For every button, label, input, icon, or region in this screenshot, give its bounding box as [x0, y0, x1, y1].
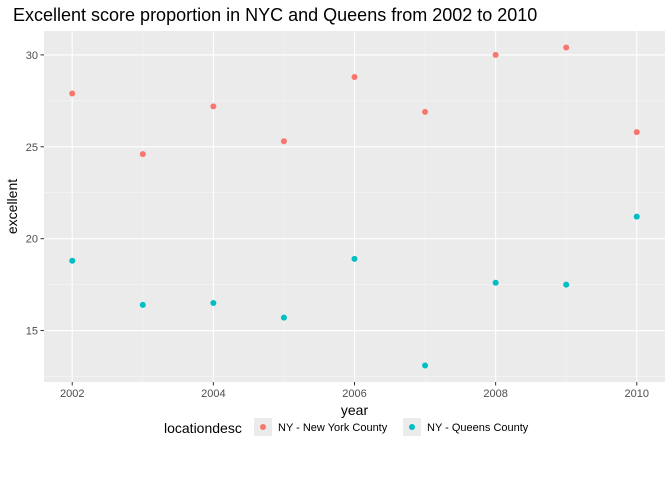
legend-label: NY - New York County: [278, 422, 388, 434]
x-tick-label: 2002: [60, 388, 84, 400]
data-point: [492, 279, 499, 286]
y-tick-label: 30: [26, 50, 38, 62]
data-point: [422, 108, 429, 115]
data-point: [422, 362, 429, 369]
data-point: [563, 281, 570, 288]
x-tick-label: 2006: [342, 388, 366, 400]
legend-key-point: [260, 424, 266, 430]
data-point: [633, 213, 640, 220]
y-tick-label: 20: [26, 234, 38, 246]
data-point: [633, 129, 640, 136]
y-axis-title: excellent: [4, 179, 20, 234]
legend-label: NY - Queens County: [427, 422, 529, 434]
y-tick-label: 25: [26, 142, 38, 154]
data-point: [69, 90, 76, 97]
data-point: [139, 301, 146, 308]
chart-title: Excellent score proportion in NYC and Qu…: [13, 5, 537, 25]
legend-key-point: [409, 424, 415, 430]
legend: locationdesc NY - New York County NY - Qu…: [164, 418, 529, 436]
data-point: [563, 44, 570, 51]
data-point: [210, 299, 217, 306]
x-axis-title: year: [341, 402, 369, 418]
data-point: [351, 73, 358, 80]
data-points: [69, 44, 640, 369]
data-point: [69, 257, 76, 264]
x-tick-label: 2008: [483, 388, 507, 400]
data-point: [492, 51, 499, 58]
data-point: [351, 255, 358, 262]
data-point: [139, 151, 146, 158]
y-axis: 15 20 25 30: [26, 50, 44, 338]
major-gridlines: [44, 31, 665, 382]
x-tick-label: 2010: [625, 388, 649, 400]
x-tick-label: 2004: [201, 388, 225, 400]
y-tick-label: 15: [26, 326, 38, 338]
legend-title: locationdesc: [164, 420, 242, 436]
data-point: [210, 103, 217, 110]
data-point: [280, 138, 287, 145]
data-point: [280, 314, 287, 321]
x-axis: 2002 2004 2006 2008 2010: [60, 382, 649, 400]
